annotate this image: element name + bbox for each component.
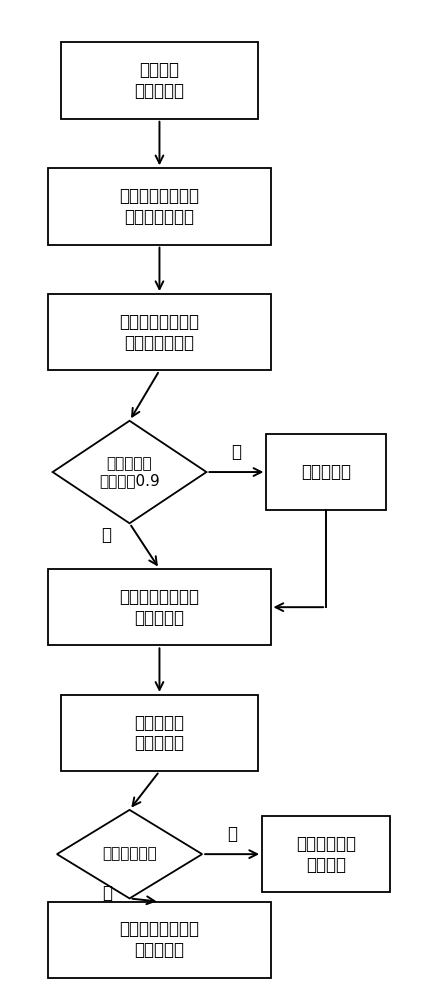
Text: 阶段最小绿
检查与调整: 阶段最小绿 检查与调整 <box>135 714 184 752</box>
Text: 过车信息
采集与存储: 过车信息 采集与存储 <box>135 61 184 100</box>
Text: 否: 否 <box>227 825 237 843</box>
Text: 是: 是 <box>102 884 112 902</box>
FancyBboxPatch shape <box>61 695 258 771</box>
Text: 基于剩余流量比的
阶段流量比计算: 基于剩余流量比的 阶段流量比计算 <box>120 313 200 352</box>
Text: 计算周期，分配阶
段绿灯时间: 计算周期，分配阶 段绿灯时间 <box>120 588 200 627</box>
FancyBboxPatch shape <box>262 816 390 892</box>
FancyBboxPatch shape <box>49 168 270 245</box>
Text: 输出并更新下一周
期运行方案: 输出并更新下一周 期运行方案 <box>120 920 200 959</box>
FancyBboxPatch shape <box>49 569 270 645</box>
FancyBboxPatch shape <box>49 294 270 370</box>
Text: 流量比重置: 流量比重置 <box>301 463 351 481</box>
FancyBboxPatch shape <box>266 434 386 510</box>
Text: 实时优化场景: 实时优化场景 <box>102 847 157 862</box>
FancyBboxPatch shape <box>49 902 270 978</box>
Polygon shape <box>57 810 202 898</box>
Text: 输出时段优化
配时方案: 输出时段优化 配时方案 <box>296 835 356 874</box>
Text: 是: 是 <box>231 443 241 461</box>
Text: 否: 否 <box>101 526 111 544</box>
Polygon shape <box>52 421 206 523</box>
FancyBboxPatch shape <box>61 42 258 119</box>
Text: 阶段流量比
之和大于0.9: 阶段流量比 之和大于0.9 <box>99 456 160 488</box>
Text: 基于过车特征分析
的饱和流量标定: 基于过车特征分析 的饱和流量标定 <box>120 187 200 226</box>
